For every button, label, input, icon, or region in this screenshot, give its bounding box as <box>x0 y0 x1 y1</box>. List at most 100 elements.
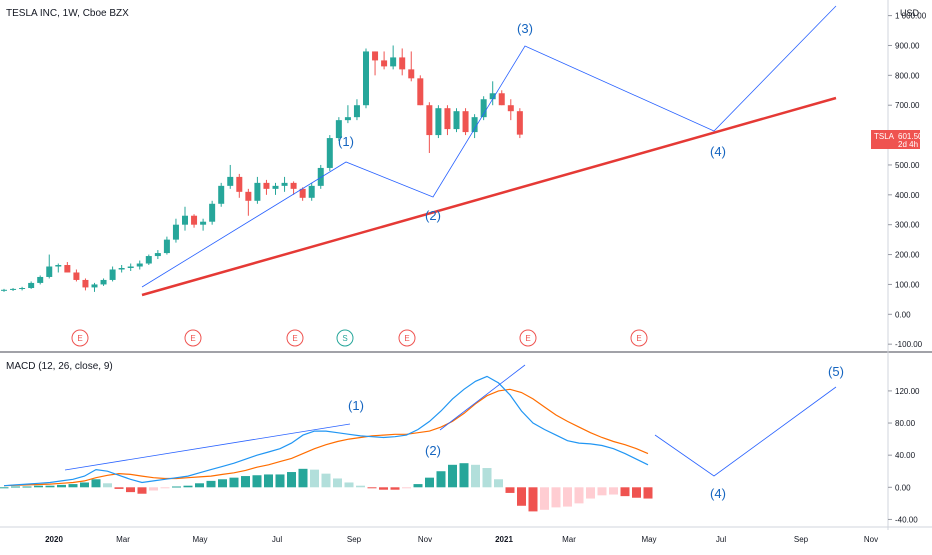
event-marker <box>286 329 304 347</box>
macd-histogram-bar <box>540 487 549 510</box>
candle-body <box>480 99 487 118</box>
candle-body <box>435 108 442 136</box>
time-tick-label: Mar <box>116 535 130 544</box>
candle-body <box>127 266 134 269</box>
macd-histogram-bar <box>287 472 296 488</box>
macd-wave-label: (2) <box>425 443 441 458</box>
macd-histogram-bar <box>425 477 434 488</box>
time-tick-label: Sep <box>347 535 362 544</box>
candle-body <box>281 182 288 186</box>
macd-histogram-bar <box>333 478 342 488</box>
macd-histogram-bar <box>413 484 423 488</box>
candle-body <box>308 185 315 198</box>
macd-histogram-bar <box>22 486 32 488</box>
macd-wave-line <box>439 364 526 431</box>
candle-body <box>55 265 62 267</box>
candle-body <box>381 60 388 67</box>
price-tick-label: 800.00 <box>895 71 920 80</box>
candle-body <box>100 279 107 285</box>
candle-body <box>37 276 44 283</box>
candle-body <box>236 176 243 192</box>
macd-histogram-bar <box>586 487 595 499</box>
macd-histogram-bar <box>494 479 503 488</box>
event-marker <box>519 329 537 347</box>
event-marker <box>184 329 202 347</box>
candle-body <box>399 57 406 70</box>
time-tick-label: Nov <box>864 535 878 544</box>
macd-wave-label: (4) <box>710 486 726 501</box>
macd-histogram-bar <box>471 464 480 488</box>
macd-histogram-bar <box>448 464 457 488</box>
time-tick-label: Jul <box>272 535 282 544</box>
event-marker-label: E <box>525 334 530 343</box>
candle-body <box>136 263 143 267</box>
candle-body <box>390 57 397 67</box>
macd-histogram-bar <box>183 485 193 488</box>
candle-body <box>372 51 379 61</box>
candle-body <box>28 282 35 289</box>
candle-body <box>507 105 514 112</box>
macd-histogram-bar <box>551 487 561 508</box>
price-tick-label: -100.00 <box>895 340 923 349</box>
candle-body <box>154 253 161 257</box>
candle-body <box>46 266 53 277</box>
macd-histogram-bar <box>45 485 55 488</box>
macd-histogram-bar <box>574 487 584 504</box>
candle-body <box>363 51 369 106</box>
candle-body <box>471 117 478 133</box>
price-tick-label: 0.00 <box>895 310 911 319</box>
time-tick-label: 2021 <box>495 535 513 544</box>
macd-histogram-bar <box>229 477 239 488</box>
macd-histogram-bar <box>321 473 331 488</box>
time-tick-label: Jul <box>716 535 726 544</box>
macd-tick-label: 40.00 <box>895 451 916 460</box>
macd-histogram-bar <box>114 487 124 489</box>
macd-histogram-bar <box>310 469 319 488</box>
badge-price: 601.50 <box>898 132 923 141</box>
candle-body <box>64 265 71 273</box>
macd-tick-label: 0.00 <box>895 483 911 492</box>
wave-label: (1) <box>338 134 354 149</box>
candle-body <box>344 117 351 121</box>
price-tick-label: 100.00 <box>895 280 920 289</box>
candle-body <box>118 268 125 270</box>
macd-wave-label: (1) <box>348 398 364 413</box>
event-marker <box>398 329 416 347</box>
candle-body <box>335 120 342 139</box>
macd-histogram-bar <box>195 483 204 488</box>
candle-body <box>10 288 17 290</box>
macd-histogram-bar <box>0 487 9 489</box>
macd-histogram-bar <box>91 479 101 488</box>
macd-histogram-bar <box>264 474 273 488</box>
price-tick-label: 700.00 <box>895 101 920 110</box>
time-tick-label: Nov <box>418 535 432 544</box>
macd-histogram-bar <box>68 484 78 488</box>
macd-histogram-bar <box>505 487 515 493</box>
macd-histogram-bar <box>172 486 181 488</box>
macd-histogram-bar <box>80 482 89 488</box>
candle-body <box>462 111 469 133</box>
candle-body <box>326 138 333 168</box>
time-tick-label: May <box>192 535 207 544</box>
macd-histogram-bar <box>160 487 170 489</box>
candle-body <box>145 256 152 264</box>
time-tick-label: May <box>641 535 656 544</box>
macd-histogram-bar <box>563 487 572 507</box>
macd-histogram-bar <box>103 483 112 488</box>
macd-histogram-bar <box>126 487 135 493</box>
macd-signal-line <box>3 388 649 487</box>
event-marker <box>630 329 648 347</box>
wave-projection-line <box>141 5 837 288</box>
badge-symbol: TSLA <box>874 132 895 141</box>
candle-body <box>19 288 26 290</box>
wave-label: (4) <box>710 144 726 159</box>
macd-histogram-bar <box>632 487 641 498</box>
price-tick-label: 400.00 <box>895 191 920 200</box>
candle-body <box>417 78 424 106</box>
macd-histogram-bar <box>57 484 66 488</box>
macd-wave-label: (5) <box>828 364 844 379</box>
candle-body <box>290 182 297 189</box>
event-marker <box>71 329 89 347</box>
candle-body <box>200 221 207 225</box>
